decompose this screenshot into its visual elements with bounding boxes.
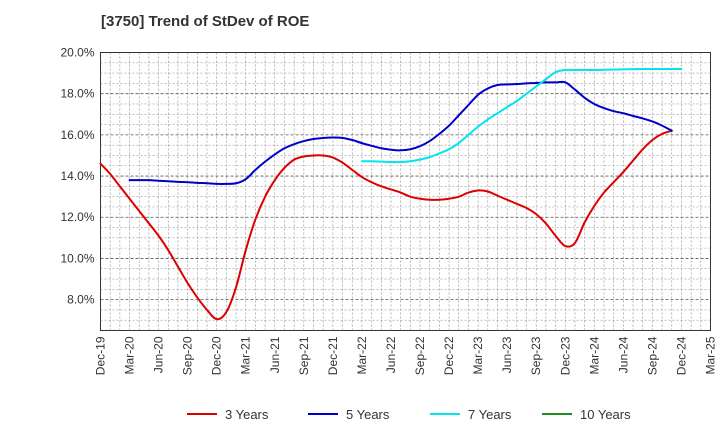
y-tick-label: 8.0% <box>67 293 95 307</box>
x-tick-label: Dec-22 <box>442 336 456 375</box>
y-tick-label: 20.0% <box>60 46 94 60</box>
x-tick-label: Jun-24 <box>616 336 630 373</box>
x-tick-label: Jun-23 <box>500 336 514 373</box>
chart-title: [3750] Trend of StDev of ROE <box>101 13 310 30</box>
x-tick-label: Mar-25 <box>704 336 718 374</box>
series-layer <box>99 67 683 321</box>
x-tick-label: Dec-21 <box>326 336 340 375</box>
x-tick-label: Sep-21 <box>297 336 311 375</box>
y-tick-label: 16.0% <box>60 128 94 142</box>
series-line-5-years <box>128 80 673 185</box>
legend-label-7-years: 7 Years <box>468 407 512 422</box>
x-tick-label: Sep-22 <box>413 336 427 375</box>
x-tick-label: Dec-20 <box>210 336 224 375</box>
series-line-7-years <box>360 67 683 164</box>
axis-layer: 8.0% 10.0% 12.0% 14.0% 16.0% 18.0% 20.0% Dec-19… <box>60 46 717 376</box>
x-tick-label: Mar-21 <box>239 336 253 374</box>
legend-label-3-years: 3 Years <box>225 407 269 422</box>
x-tick-label: Dec-23 <box>558 336 572 375</box>
x-tick-label: Sep-20 <box>181 336 195 375</box>
x-tick-label: Mar-23 <box>471 336 485 374</box>
x-tick-label: Dec-19 <box>94 336 108 375</box>
legend-label-5-years: 5 Years <box>346 407 390 422</box>
series-line-3-years <box>99 129 673 321</box>
y-tick-label: 10.0% <box>60 251 94 265</box>
x-tick-label: Sep-23 <box>529 336 543 375</box>
x-tick-label: Sep-24 <box>645 336 659 375</box>
x-tick-label: Jun-20 <box>152 336 166 373</box>
y-tick-label: 18.0% <box>60 87 94 101</box>
x-tick-label: Mar-24 <box>587 336 601 374</box>
plot-area <box>100 52 711 331</box>
grid-layer <box>100 52 711 331</box>
x-tick-label: Jun-22 <box>384 336 398 373</box>
y-tick-label: 12.0% <box>60 210 94 224</box>
x-tick-label: Dec-24 <box>674 336 688 375</box>
x-tick-label: Mar-22 <box>355 336 369 374</box>
y-tick-label: 14.0% <box>60 169 94 183</box>
x-tick-label: Jun-21 <box>268 336 282 373</box>
legend: 3 Years 5 Years 7 Years 10 Years <box>187 407 631 422</box>
legend-label-10-years: 10 Years <box>580 407 631 422</box>
x-tick-label: Mar-20 <box>123 336 137 374</box>
